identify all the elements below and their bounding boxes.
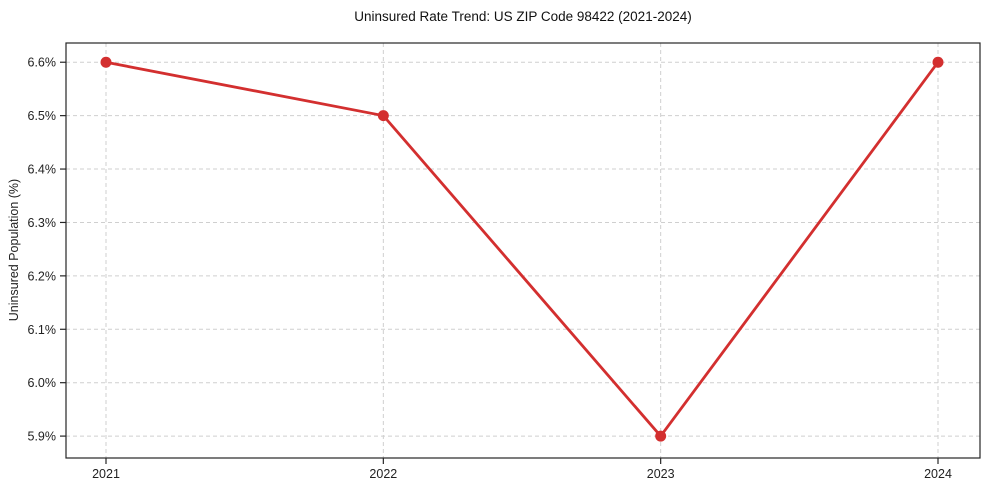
data-point-marker — [932, 56, 944, 68]
data-point-marker — [655, 430, 667, 442]
x-tick-label: 2021 — [92, 467, 120, 481]
y-tick-label: 5.9% — [28, 430, 57, 444]
y-tick-label: 6.0% — [28, 376, 57, 390]
data-point-marker — [377, 110, 389, 122]
y-tick-label: 6.4% — [28, 163, 57, 177]
data-point-marker — [100, 56, 112, 68]
axes-spines — [65, 42, 981, 459]
trend-line — [104, 60, 940, 438]
x-tick-label: 2024 — [924, 467, 952, 481]
y-tick-label: 6.1% — [28, 323, 57, 337]
y-tick-label: 6.6% — [28, 56, 57, 70]
chart-title: Uninsured Rate Trend: US ZIP Code 98422 … — [354, 9, 692, 24]
y-tick-label: 6.3% — [28, 216, 57, 230]
y-tick-label: 6.5% — [28, 109, 57, 123]
y-tick-label: 6.2% — [28, 269, 57, 283]
x-tick-label: 2023 — [647, 467, 675, 481]
x-tick-label: 2022 — [369, 467, 397, 481]
